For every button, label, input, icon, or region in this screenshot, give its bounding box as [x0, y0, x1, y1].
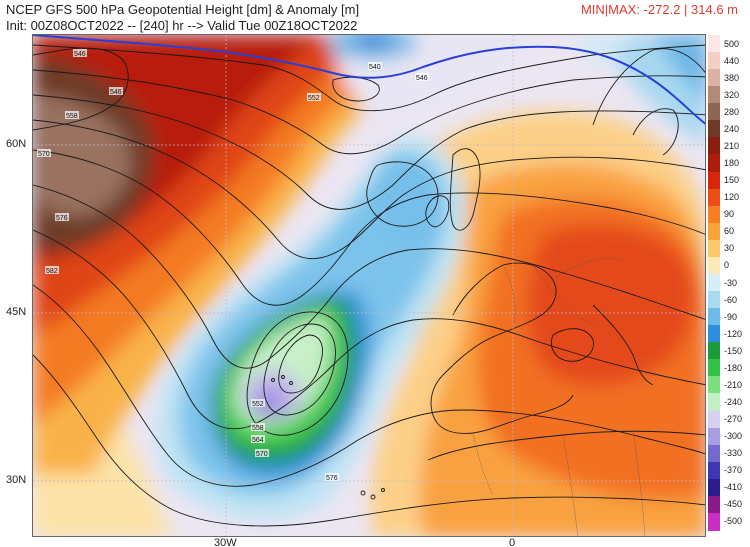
contour-label: 558 — [252, 425, 264, 432]
contour-label: 546 — [74, 51, 86, 58]
anomaly-colorbar — [708, 35, 720, 531]
colorbar-swatch — [708, 239, 720, 258]
contour-label: 576 — [56, 215, 68, 222]
colorbar-swatch — [708, 308, 720, 326]
colorbar-tick-label: -240 — [724, 396, 743, 407]
colorbar-tick-label: 120 — [724, 192, 740, 203]
colorbar-tick-label: -90 — [724, 311, 738, 322]
colorbar-swatch — [708, 376, 720, 395]
colorbar-tick-label: -450 — [724, 499, 743, 510]
colorbar-swatch — [708, 222, 720, 241]
colorbar-swatch — [708, 359, 720, 377]
contour-label: 576 — [326, 475, 338, 482]
min-max-readout: MIN|MAX: -272.2 | 314.6 m — [580, 2, 738, 17]
contour-label: 582 — [46, 268, 58, 275]
colorbar-tick-label: 320 — [724, 89, 740, 100]
colorbar-swatch — [708, 461, 720, 480]
colorbar-swatch — [708, 444, 720, 463]
colorbar-swatch — [708, 35, 720, 53]
anomaly-map: 546 546 540 546 552 558 570 576 582 552 … — [33, 35, 705, 536]
lon-label-30w: 30W — [214, 537, 237, 547]
colorbar-swatch — [708, 154, 720, 173]
contour-label: 546 — [110, 89, 122, 96]
colorbar-swatch — [708, 325, 720, 343]
map-panel: 546 546 540 546 552 558 570 576 582 552 … — [32, 34, 706, 537]
contour-label: 558 — [66, 113, 78, 120]
contour-label-group: 546 546 540 546 552 558 570 576 582 552 … — [37, 49, 429, 482]
colorbar-tick-label: -210 — [724, 379, 743, 390]
title-line-1: NCEP GFS 500 hPa Geopotential Height [dm… — [6, 2, 360, 17]
colorbar-tick-label: -410 — [724, 482, 743, 493]
colorbar-tick-label: -120 — [724, 328, 743, 339]
colorbar-swatch — [708, 495, 720, 514]
colorbar-tick-label: -370 — [724, 465, 743, 476]
colorbar-swatch — [708, 103, 720, 121]
country-borders — [472, 258, 646, 536]
lat-label-30n: 30N — [6, 474, 27, 486]
colorbar-tick-label: 440 — [724, 55, 740, 66]
colorbar-tick-label: 500 — [724, 38, 740, 49]
contour-label: 570 — [38, 151, 50, 158]
colorbar-tick-label: 0 — [724, 260, 730, 271]
lon-label-0: 0 — [509, 537, 516, 547]
colorbar-tick-label: 280 — [724, 106, 740, 117]
colorbar-tick-label: -270 — [724, 414, 743, 425]
colorbar-tick-label: 90 — [724, 209, 735, 220]
anomaly-field — [33, 35, 705, 536]
contour-540-line — [33, 35, 705, 125]
colorbar-tick-label: 380 — [724, 72, 740, 83]
colorbar-tick-label: 240 — [724, 123, 740, 134]
colorbar-swatch — [708, 86, 720, 104]
colorbar-swatch — [708, 273, 720, 292]
colorbar-swatch — [708, 205, 720, 224]
contour-label: 552 — [252, 401, 264, 408]
colorbar-tick-label: -300 — [724, 431, 743, 442]
colorbar-swatch — [708, 69, 720, 87]
contour-label: 570 — [256, 451, 268, 458]
colorbar-swatch — [708, 120, 720, 138]
colorbar-swatch — [708, 427, 720, 446]
colorbar-swatch — [708, 137, 720, 156]
contour-label: 546 — [416, 75, 428, 82]
lat-label-45n: 45N — [6, 306, 27, 318]
colorbar-tick-label: 210 — [724, 140, 740, 151]
colorbar-tick-label: 30 — [724, 243, 735, 254]
chart-title-block: NCEP GFS 500 hPa Geopotential Height [dm… — [6, 2, 359, 34]
colorbar-tick-label: 60 — [724, 226, 735, 237]
contour-label: 552 — [308, 95, 320, 102]
colorbar-tick-label: -60 — [724, 294, 738, 305]
contour-label: 564 — [252, 437, 264, 444]
colorbar-tick-label: -330 — [724, 448, 743, 459]
colorbar-tick-label: 180 — [724, 158, 740, 169]
colorbar-swatch — [708, 256, 720, 275]
colorbar-swatch — [708, 410, 720, 429]
colorbar-swatch — [708, 171, 720, 190]
colorbar-swatch — [708, 342, 720, 360]
colorbar-tick-label: -30 — [724, 277, 738, 288]
title-line-2: Init: 00Z08OCT2022 -- [240] hr --> Valid… — [6, 18, 358, 33]
contour-label: 540 — [369, 64, 381, 71]
colorbar-swatch — [708, 188, 720, 207]
colorbar-swatch — [708, 512, 720, 531]
colorbar-swatch — [708, 478, 720, 497]
colorbar-swatch — [708, 291, 720, 309]
colorbar-swatch — [708, 52, 720, 70]
colorbar-tick-label: -150 — [724, 345, 743, 356]
lat-label-60n: 60N — [6, 138, 27, 150]
colorbar-swatch — [708, 393, 720, 412]
colorbar-tick-label: -500 — [724, 516, 743, 527]
colorbar-tick-label: -180 — [724, 362, 743, 373]
colorbar-tick-label: 150 — [724, 175, 740, 186]
height-contours — [33, 44, 705, 527]
